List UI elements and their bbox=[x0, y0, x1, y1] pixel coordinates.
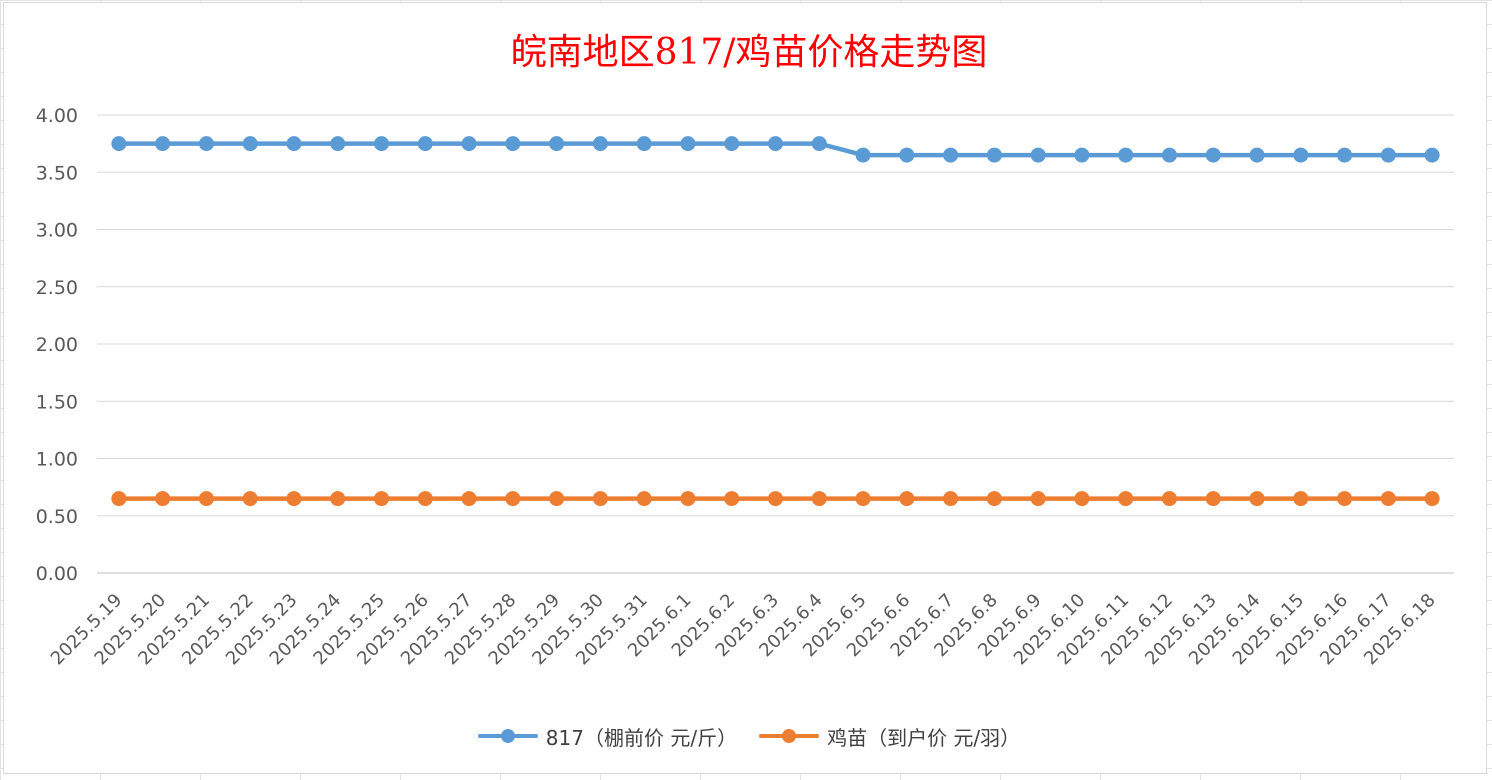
series-1-point bbox=[1249, 491, 1265, 507]
series-lines bbox=[111, 136, 1440, 507]
series-0-point bbox=[1205, 147, 1221, 163]
series-1-point bbox=[811, 491, 827, 507]
chart-title: 皖南地区817/鸡苗价格走势图 bbox=[510, 32, 988, 73]
legend: 817（棚前价 元/斤） 鸡苗（到户价 元/羽） bbox=[4, 719, 1492, 753]
series-1-point bbox=[1380, 491, 1396, 507]
series-0-point bbox=[505, 136, 521, 152]
series-0-point bbox=[680, 136, 696, 152]
series-1-point bbox=[1118, 491, 1134, 507]
y-tick-label: 4.00 bbox=[36, 105, 78, 127]
series-0-point bbox=[461, 136, 477, 152]
series-0-point bbox=[1030, 147, 1046, 163]
series-0-point bbox=[811, 136, 827, 152]
series-1-point bbox=[461, 491, 477, 507]
series-1-point bbox=[1161, 491, 1177, 507]
series-0-point bbox=[111, 136, 127, 152]
series-0-point bbox=[592, 136, 608, 152]
series-0-point bbox=[768, 136, 783, 152]
series-0-point bbox=[155, 136, 171, 152]
series-1-point bbox=[768, 491, 783, 507]
series-0-point bbox=[636, 136, 652, 152]
series-1-point bbox=[505, 491, 521, 507]
series-1-point bbox=[680, 491, 696, 507]
series-1-point bbox=[286, 491, 302, 507]
series-1-point bbox=[636, 491, 652, 507]
series-1-point bbox=[1074, 491, 1090, 507]
series-0-point bbox=[1337, 147, 1353, 163]
series-0-point bbox=[374, 136, 390, 152]
series-0-point bbox=[198, 136, 214, 152]
series-1-point bbox=[855, 491, 871, 507]
line-chart: 0.00 0.50 1.00 1.50 2.00 2.50 3.00 3.50 4.00 202… bbox=[36, 105, 1454, 670]
legend-dot-817 bbox=[500, 729, 515, 743]
y-tick-label: 2.50 bbox=[36, 277, 78, 299]
series-0-point bbox=[986, 147, 1002, 163]
series-1-point bbox=[549, 491, 565, 507]
series-1-point bbox=[155, 491, 171, 507]
series-1-point bbox=[198, 491, 214, 507]
y-axis-tick-labels: 0.00 0.50 1.00 1.50 2.00 2.50 3.00 3.50 4.00 bbox=[36, 105, 78, 585]
series-1-point bbox=[986, 491, 1002, 507]
series-0-point bbox=[1293, 147, 1309, 163]
y-tick-label: 3.50 bbox=[36, 162, 78, 184]
series-0-point bbox=[1249, 147, 1265, 163]
series-1-point bbox=[592, 491, 608, 507]
series-1-point bbox=[943, 491, 959, 507]
legend-label-817: 817（棚前价 元/斤） bbox=[545, 725, 738, 750]
legend-item-817[interactable]: 817（棚前价 元/斤） bbox=[477, 722, 738, 751]
series-1-point bbox=[330, 491, 346, 507]
series-0-point bbox=[286, 136, 302, 152]
series-1-point bbox=[1293, 491, 1309, 507]
y-tick-label: 3.00 bbox=[36, 220, 78, 242]
series-0-point bbox=[1118, 147, 1134, 163]
series-0-point bbox=[899, 147, 915, 163]
x-axis-tick-labels: 2025.5.192025.5.202025.5.212025.5.222025… bbox=[47, 590, 1440, 670]
legend-dot-chick bbox=[782, 729, 797, 743]
series-1-point bbox=[111, 491, 127, 507]
series-1-point bbox=[899, 491, 915, 507]
series-0-point bbox=[242, 136, 258, 152]
series-0-point bbox=[330, 136, 346, 152]
series-1-point bbox=[1424, 491, 1440, 507]
series-0-point bbox=[724, 136, 740, 152]
series-1-point bbox=[1030, 491, 1046, 507]
chart-area[interactable]: 皖南地区817/鸡苗价格走势图 0.00 0.50 1.00 1.50 2.00 2.50… bbox=[3, 2, 1487, 774]
series-1-point bbox=[242, 491, 258, 507]
series-0-point bbox=[549, 136, 565, 152]
series-1-point bbox=[417, 491, 433, 507]
gridlines bbox=[97, 114, 1454, 574]
legend-marker-chick bbox=[759, 729, 820, 743]
series-0-point bbox=[417, 136, 433, 152]
series-1-point bbox=[724, 491, 740, 507]
y-tick-label: 0.50 bbox=[36, 506, 78, 528]
legend-item-chick[interactable]: 鸡苗（到户价 元/羽） bbox=[759, 722, 1020, 751]
y-tick-label: 2.00 bbox=[36, 334, 78, 356]
y-tick-label: 1.50 bbox=[36, 391, 78, 413]
series-1-point bbox=[1337, 491, 1353, 507]
series-1-point bbox=[1205, 491, 1221, 507]
series-1-point bbox=[374, 491, 390, 507]
series-0-point bbox=[1424, 147, 1440, 163]
series-0-point bbox=[1380, 147, 1396, 163]
series-0-point bbox=[943, 147, 959, 163]
series-0-point bbox=[1161, 147, 1177, 163]
legend-marker-817 bbox=[477, 729, 538, 743]
y-tick-label: 1.00 bbox=[36, 449, 78, 471]
series-0-point bbox=[1074, 147, 1090, 163]
y-tick-label: 0.00 bbox=[36, 563, 78, 585]
series-0-point bbox=[855, 147, 871, 163]
legend-label-chick: 鸡苗（到户价 元/羽） bbox=[827, 725, 1021, 750]
